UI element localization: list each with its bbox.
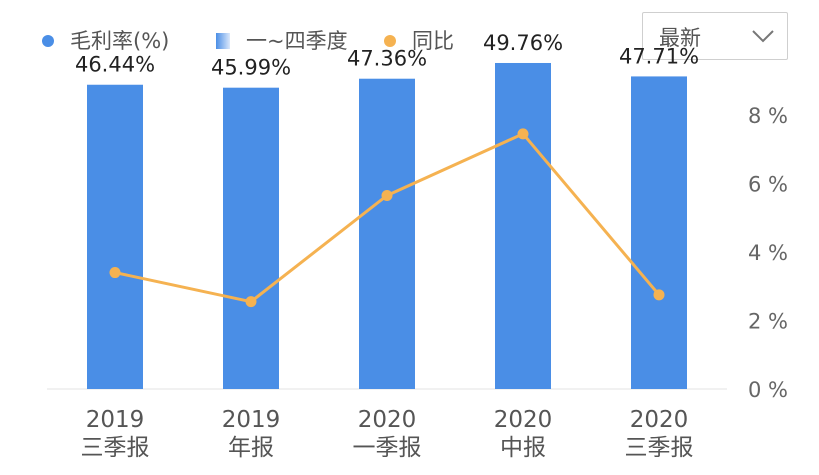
y-tick-label: 2 % bbox=[748, 310, 788, 334]
x-tick-label: 三季报 bbox=[81, 435, 150, 461]
y-tick-label: 6 % bbox=[748, 173, 788, 197]
x-tick-label: 2019 bbox=[222, 407, 281, 433]
x-tick-label: 一季报 bbox=[353, 435, 422, 461]
bar-value-label: 47.71% bbox=[619, 44, 699, 68]
legend-dot-icon bbox=[384, 35, 396, 47]
x-tick-label: 三季报 bbox=[625, 435, 694, 461]
period-select[interactable]: 最新 bbox=[642, 12, 788, 60]
bar bbox=[359, 78, 415, 390]
yoy-point bbox=[517, 128, 529, 140]
period-select-value: 最新 bbox=[659, 26, 701, 50]
legend-item-yoy[interactable]: 同比 bbox=[384, 26, 454, 56]
legend-label: 一~四季度 bbox=[246, 29, 348, 53]
legend-square-icon bbox=[216, 33, 230, 49]
bar-value-label: 49.76% bbox=[483, 31, 563, 55]
yoy-point bbox=[381, 189, 393, 201]
x-tick-label: 中报 bbox=[500, 435, 546, 461]
y-tick-label: 4 % bbox=[748, 241, 788, 265]
bar-value-label: 47.36% bbox=[347, 47, 427, 71]
bar bbox=[87, 84, 143, 390]
x-tick-label: 2020 bbox=[630, 407, 689, 433]
bar bbox=[631, 76, 687, 390]
yoy-point bbox=[245, 296, 257, 308]
yoy-point bbox=[653, 289, 665, 301]
chart-legend: 毛利率(%) 一~四季度 同比 bbox=[0, 0, 600, 80]
x-tick-label: 2020 bbox=[494, 407, 553, 433]
x-tick-label: 2019 bbox=[86, 407, 145, 433]
x-tick-label: 年报 bbox=[228, 435, 274, 461]
x-tick-label: 2020 bbox=[358, 407, 417, 433]
legend-dot-icon bbox=[42, 35, 54, 47]
y-tick-label: 8 % bbox=[748, 104, 788, 128]
bar-value-label: 46.44% bbox=[75, 53, 155, 77]
legend-label: 同比 bbox=[412, 29, 454, 53]
chevron-down-icon bbox=[752, 30, 774, 43]
bar-value-label: 45.99% bbox=[211, 56, 291, 80]
legend-label: 毛利率(%) bbox=[70, 29, 170, 53]
y-tick-label: 0 % bbox=[748, 378, 788, 402]
yoy-point bbox=[109, 267, 121, 279]
legend-item-gross-margin[interactable]: 毛利率(%) bbox=[42, 26, 169, 56]
legend-item-quarters[interactable]: 一~四季度 bbox=[216, 26, 348, 56]
bar bbox=[495, 62, 551, 389]
bar bbox=[223, 87, 279, 389]
